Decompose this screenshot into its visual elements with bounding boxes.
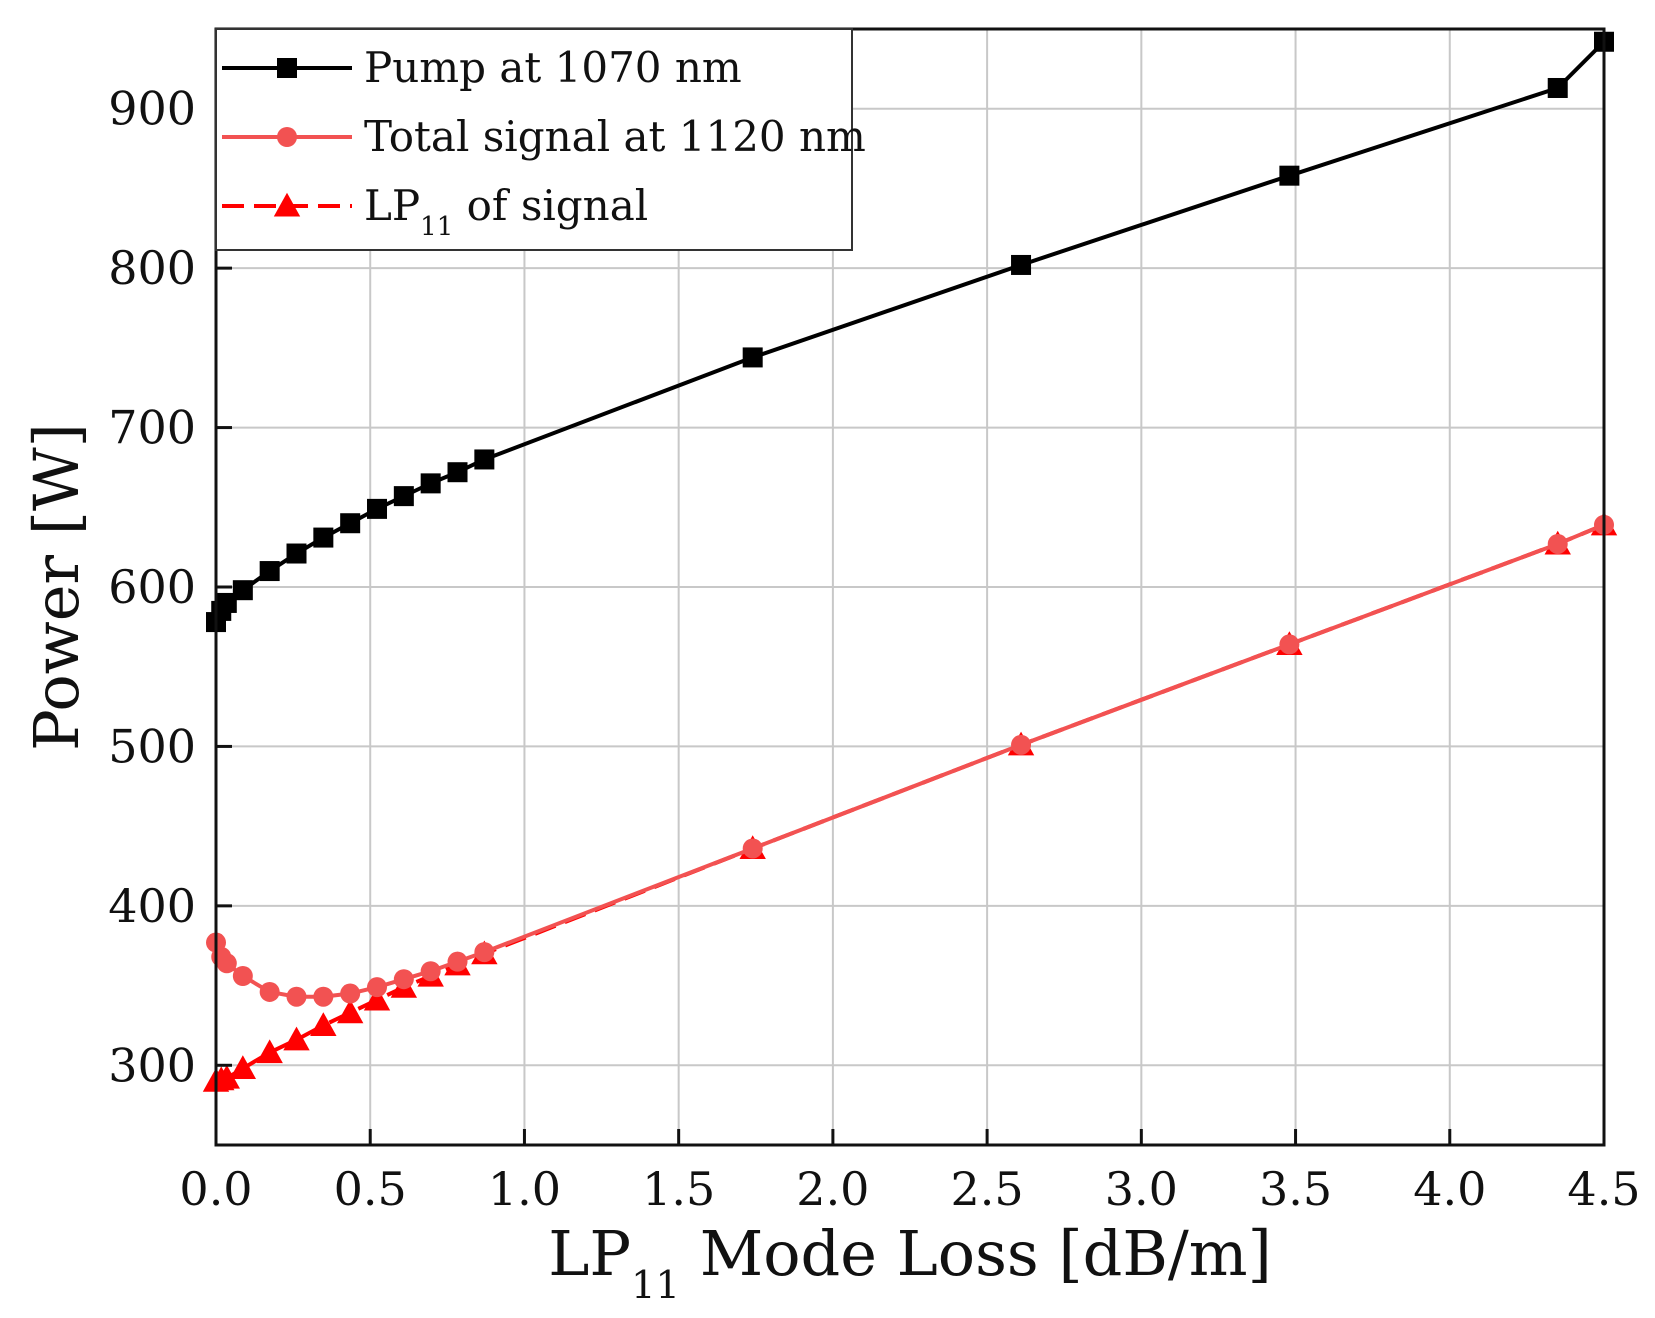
y-tick-label: 400 [108, 879, 196, 933]
y-tick-label: 800 [108, 241, 196, 295]
series-point [259, 981, 280, 1002]
series-point [340, 513, 361, 534]
series-point [310, 1012, 337, 1036]
series-point [213, 1064, 240, 1089]
series-point [216, 592, 237, 613]
series-point [742, 838, 763, 859]
series-point [742, 347, 763, 368]
x-tick-label: 2.0 [796, 1162, 869, 1216]
x-axis-title-suffix: Mode Loss [dB/m] [680, 1217, 1272, 1290]
series-point [313, 527, 334, 548]
legend-label-text: LP [364, 181, 420, 230]
legend-label-suffix: of signal [453, 181, 648, 230]
series-point [420, 961, 441, 982]
x-tick-label: 1.5 [642, 1162, 715, 1216]
series-point [216, 953, 237, 974]
series-line [215, 522, 1605, 1084]
series-point [367, 977, 388, 998]
series-point [420, 473, 441, 494]
series-point [232, 580, 253, 601]
series-point [1279, 165, 1300, 186]
x-tick-label: 0.0 [179, 1162, 252, 1216]
series-point [367, 498, 388, 519]
series-point [393, 486, 414, 507]
series-point [447, 462, 468, 483]
legend-box [215, 28, 853, 251]
series-point [336, 999, 364, 1024]
series-point [1011, 254, 1032, 275]
y-tick-label: 600 [108, 560, 196, 614]
legend-marker [273, 192, 301, 217]
x-tick-label: 3.5 [1259, 1162, 1332, 1216]
legend-label: LP11 of signal [364, 181, 648, 242]
x-tick-label: 0.5 [334, 1162, 407, 1216]
x-tick-label: 1.0 [488, 1162, 561, 1216]
series-point [286, 986, 307, 1007]
x-axis-title: LP11 Mode Loss [dB/m] [548, 1217, 1272, 1308]
series-point [447, 951, 468, 972]
series-point [229, 1055, 257, 1080]
series-point [1547, 77, 1568, 98]
series-point [256, 1039, 283, 1064]
series-point [283, 1026, 310, 1051]
x-axis-title-prefix: LP [548, 1217, 631, 1290]
legend-label-subscript: 11 [420, 212, 453, 242]
legend: Pump at 1070 nm Total signal at 1120 nm LP… [215, 28, 866, 251]
series-point [1279, 634, 1300, 655]
series-point [1547, 533, 1568, 554]
series-1 [206, 514, 1614, 1007]
y-tick-label: 700 [108, 401, 196, 455]
legend-label: Total signal at 1120 nm [364, 112, 866, 161]
series-point [474, 449, 495, 470]
x-tick-label: 4.5 [1567, 1162, 1640, 1216]
series-layer [202, 31, 1618, 1092]
x-tick-label: 2.5 [951, 1162, 1024, 1216]
series-point [259, 561, 280, 582]
y-tick-label: 900 [108, 82, 196, 136]
series-point [232, 966, 253, 987]
series-point [363, 986, 391, 1011]
series-point [313, 986, 334, 1007]
legend-marker [277, 58, 297, 78]
y-tick-label: 300 [108, 1038, 196, 1092]
x-axis-title-subscript: 11 [631, 1263, 680, 1308]
series-0 [206, 31, 1614, 633]
legend-label-text: Pump at 1070 nm [364, 43, 742, 92]
x-tick-label: 4.0 [1413, 1162, 1486, 1216]
series-point [340, 983, 361, 1004]
series-point [286, 543, 307, 564]
series-point [393, 969, 414, 990]
legend-marker [277, 127, 297, 147]
legend-label-text: Total signal at 1120 nm [364, 112, 866, 161]
x-tick-label: 3.0 [1105, 1162, 1178, 1216]
y-tick-label: 500 [108, 719, 196, 773]
legend-label: Pump at 1070 nm [364, 43, 742, 92]
series-point [1011, 734, 1032, 755]
axis-ticks: 0.0 0.5 1.0 1.5 2.0 2.5 3.0 3.5 4.0 4.5 300 400 500 6… [108, 82, 1640, 1216]
series-point [474, 942, 495, 963]
y-axis-title: Power [W] [20, 423, 93, 751]
